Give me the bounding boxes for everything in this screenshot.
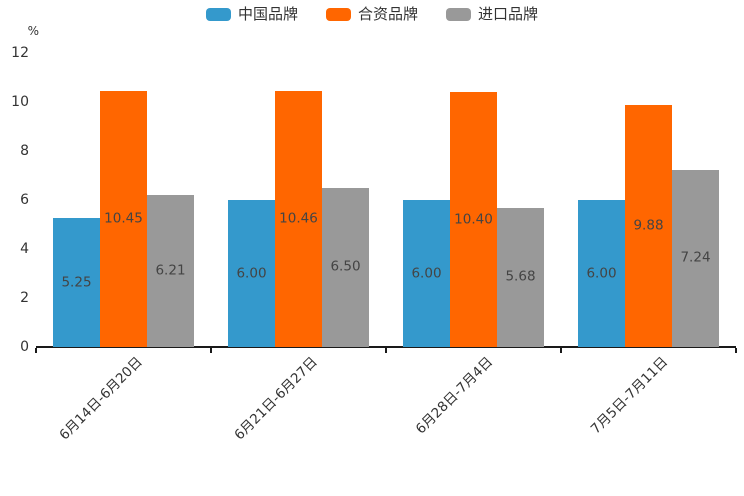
y-axis-unit-label: % (27, 24, 39, 38)
bar-value-label: 7.24 (680, 249, 711, 266)
x-axis-tick (210, 348, 212, 353)
y-tick-label: 10 (11, 94, 29, 110)
bar-value-label: 10.46 (279, 210, 318, 227)
legend-item[interactable]: 中国品牌 (205, 5, 298, 23)
x-tick-label: 6月21日-6月27日 (231, 354, 321, 444)
legend-label: 合资品牌 (357, 5, 418, 23)
legend-label: 中国品牌 (237, 5, 298, 23)
bar-进口品牌-2: 6.50 (322, 187, 369, 347)
x-axis-tick (35, 348, 37, 353)
x-axis-tick (560, 348, 562, 353)
bar-中国品牌-1: 5.25 (53, 218, 100, 347)
legend: 中国品牌 合资品牌 进口品牌 (0, 7, 744, 22)
y-tick-label: 4 (20, 241, 29, 257)
bar-value-label: 6.00 (586, 264, 617, 281)
legend-label: 进口品牌 (478, 5, 539, 23)
x-axis-tick (735, 348, 737, 353)
legend-item[interactable]: 进口品牌 (446, 7, 538, 22)
bar-合资品牌-1: 10.45 (100, 90, 147, 347)
bar-value-label: 6.50 (330, 258, 361, 275)
bar-value-label: 6.21 (155, 262, 186, 279)
legend-item[interactable]: 合资品牌 (325, 5, 418, 23)
y-tick-label: 12 (11, 45, 29, 61)
x-tick-label: 6月14日-6月20日 (56, 354, 146, 444)
bar-value-label: 10.45 (104, 210, 143, 227)
bar-合资品牌-3: 10.40 (450, 92, 497, 347)
bar-合资品牌-4: 9.88 (625, 104, 672, 347)
bar-value-label: 6.00 (411, 264, 442, 281)
bar-进口品牌-1: 6.21 (147, 194, 194, 347)
bar-中国品牌-2: 6.00 (228, 200, 275, 347)
bar-value-label: 6.00 (236, 264, 267, 281)
bar-value-label: 5.25 (61, 273, 92, 290)
bar-合资品牌-2: 10.46 (275, 90, 322, 347)
legend-marker-icon (446, 8, 471, 21)
y-tick-label: 0 (20, 339, 29, 355)
legend-marker-icon (325, 8, 351, 21)
x-axis-tick (385, 348, 387, 353)
bar-value-label: 5.68 (505, 268, 536, 285)
y-tick-label: 2 (20, 290, 29, 306)
bar-进口品牌-4: 7.24 (672, 169, 719, 347)
bar-中国品牌-3: 6.00 (403, 200, 450, 347)
bar-进口品牌-3: 5.68 (497, 207, 544, 347)
bar-中国品牌-4: 6.00 (578, 200, 625, 347)
legend-marker-icon (205, 8, 231, 21)
bar-value-label: 10.40 (454, 210, 493, 227)
x-axis-line (36, 346, 736, 348)
y-tick-label: 8 (20, 143, 29, 159)
y-tick-label: 6 (20, 192, 29, 208)
bar-value-label: 9.88 (633, 217, 664, 234)
x-tick-label: 6月28日-7月4日 (412, 354, 496, 438)
x-tick-label: 7月5日-7月11日 (587, 354, 671, 438)
